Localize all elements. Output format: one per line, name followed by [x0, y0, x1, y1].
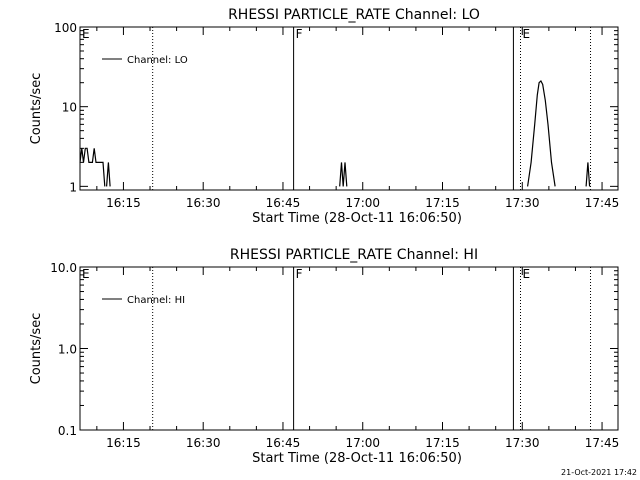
y-axis-label: Counts/sec	[29, 73, 44, 145]
x-tick-label: 16:45	[266, 196, 301, 210]
x-axis-label: Start Time (28-Oct-11 16:06:50)	[252, 451, 462, 466]
series-line	[339, 162, 348, 187]
chart-panel: RHESSI PARTICLE_RATE Channel: HI 0.1 1.0 10…	[29, 247, 619, 466]
x-tick-label: 16:15	[106, 436, 141, 450]
y-tick-label: 1.0	[58, 343, 77, 357]
x-axis-label: Start Time (28-Oct-11 16:06:50)	[252, 211, 462, 226]
x-tick-label: 16:45	[266, 436, 301, 450]
y-tick-label: 0.1	[58, 424, 77, 438]
plot-frame	[79, 26, 619, 191]
x-tick-label: 17:00	[345, 436, 380, 450]
y-tick-label: 1	[69, 180, 77, 194]
y-axis-label: Counts/sec	[29, 313, 44, 385]
marker-label: E	[82, 267, 90, 281]
x-tick-label: 17:15	[425, 196, 460, 210]
footer-date: 21-Oct-2021 17:42	[561, 468, 637, 477]
series-line	[585, 162, 591, 187]
x-tick-label: 16:15	[106, 196, 141, 210]
marker-label: E	[82, 27, 90, 41]
series-line	[106, 162, 111, 187]
x-tick-label: 17:30	[505, 436, 540, 450]
y-tick-label: 10	[62, 101, 77, 115]
marker-label: E	[523, 27, 531, 41]
x-tick-label: 16:30	[186, 196, 221, 210]
series-line	[527, 80, 556, 187]
legend-label: Channel: LO	[127, 55, 188, 66]
y-tick-label: 100	[54, 21, 77, 35]
plot-frame	[79, 266, 619, 431]
chart-title: RHESSI PARTICLE_RATE Channel: HI	[230, 247, 478, 263]
x-tick-label: 17:00	[345, 196, 380, 210]
marker-label: E	[523, 267, 531, 281]
x-tick-label: 17:45	[585, 436, 620, 450]
series-line	[79, 147, 106, 187]
x-tick-label: 17:45	[585, 196, 620, 210]
y-tick-label: 10.0	[50, 261, 77, 275]
legend-label: Channel: HI	[127, 295, 185, 306]
x-tick-label: 16:30	[186, 436, 221, 450]
x-tick-label: 17:30	[505, 196, 540, 210]
chart-panel: RHESSI PARTICLE_RATE Channel: LO 1 10 100 16…	[29, 7, 619, 226]
marker-label: F	[296, 27, 303, 41]
chart-title: RHESSI PARTICLE_RATE Channel: LO	[228, 7, 480, 23]
x-tick-label: 17:15	[425, 436, 460, 450]
marker-label: F	[296, 267, 303, 281]
